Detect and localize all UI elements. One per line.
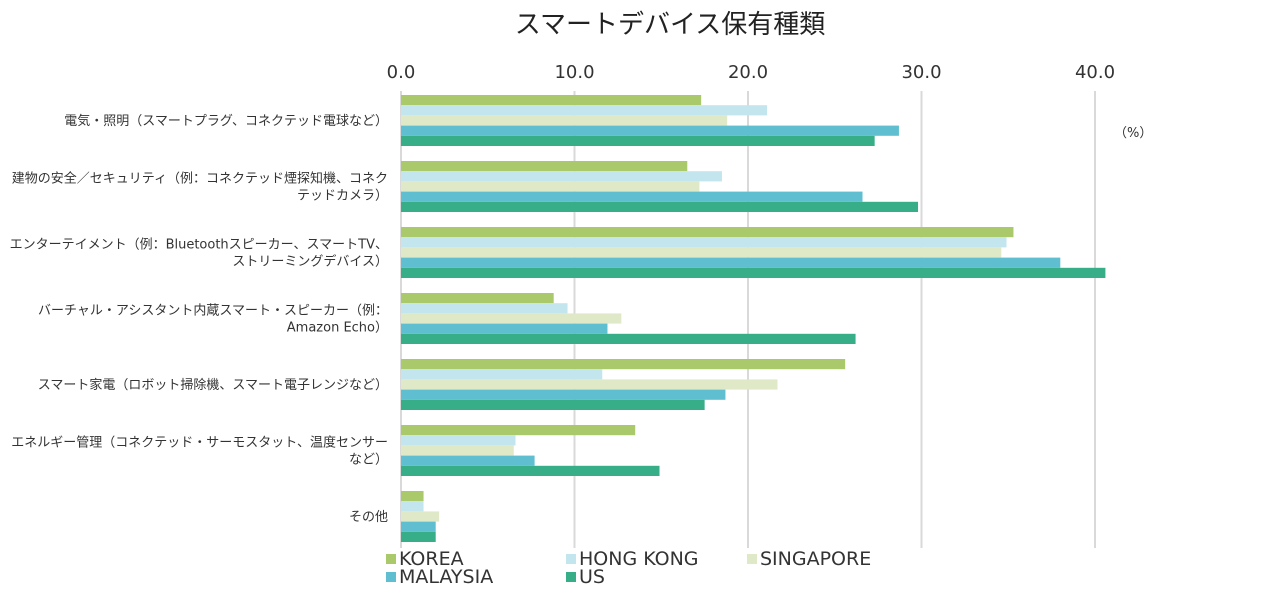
bar-singapore xyxy=(401,115,728,126)
bar-korea xyxy=(401,359,846,370)
bar-hong-kong xyxy=(401,501,424,512)
category-label: ストリーミングデバイス） xyxy=(232,254,388,270)
legend-item: SINGAPORE xyxy=(747,548,871,570)
legend-swatch xyxy=(566,572,576,582)
category-label: 建物の安全／セキュリティ（例：コネクテッド煙探知機、コネク xyxy=(12,171,388,187)
bar-korea xyxy=(401,491,424,502)
unit-label: （%） xyxy=(1114,126,1153,141)
bar-hong-kong xyxy=(401,171,722,182)
bar-us xyxy=(401,135,875,146)
legend-item: KOREA xyxy=(386,548,464,570)
legend-item: HONG KONG xyxy=(566,548,699,570)
category-label: バーチャル・アシスタント内蔵スマート・スピーカー（例： xyxy=(38,303,388,319)
legend-swatch xyxy=(386,572,396,582)
category-label: エンターテイメント（例：Bluetoothスピーカー、スマートTV、 xyxy=(10,238,388,253)
bar-malaysia xyxy=(401,257,1061,268)
legend-item: US xyxy=(566,566,605,588)
bar-singapore xyxy=(401,511,440,522)
bar-singapore xyxy=(401,445,514,456)
legend-swatch xyxy=(386,554,396,564)
bar-us xyxy=(401,201,919,212)
bar-malaysia xyxy=(401,125,899,136)
bar-hong-kong xyxy=(401,105,768,116)
category-label: Amazon Echo） xyxy=(287,321,388,336)
bar-singapore xyxy=(401,181,700,192)
bar-us xyxy=(401,267,1106,278)
bar-malaysia xyxy=(401,323,608,334)
bar-hong-kong xyxy=(401,303,568,314)
bar-us xyxy=(401,531,436,542)
chart-title: スマートデバイス保有種類 xyxy=(514,10,826,40)
category-label: エネルギー管理（コネクテッド・サーモスタット、温度センサー xyxy=(11,435,388,451)
x-tick-label: 20.0 xyxy=(728,62,768,83)
bar-malaysia xyxy=(401,191,863,202)
category-label: など） xyxy=(349,453,388,468)
x-tick-label: 30.0 xyxy=(901,62,941,83)
category-label: スマート家電（ロボット掃除機、スマート電子レンジなど） xyxy=(38,377,388,393)
bar-singapore xyxy=(401,379,778,390)
bar-korea xyxy=(401,293,554,304)
bar-us xyxy=(401,399,705,410)
legend-label: MALAYSIA xyxy=(399,566,494,588)
bar-malaysia xyxy=(401,521,436,532)
bar-korea xyxy=(401,161,688,172)
bar-singapore xyxy=(401,247,1002,258)
legend-label: US xyxy=(579,566,605,588)
bar-singapore xyxy=(401,313,622,324)
legend-label: KOREA xyxy=(399,548,464,570)
bar-hong-kong xyxy=(401,237,1007,248)
bar-us xyxy=(401,333,856,344)
category-label: テッドカメラ） xyxy=(297,189,388,204)
bar-malaysia xyxy=(401,389,726,400)
bar-hong-kong xyxy=(401,369,603,380)
x-tick-label: 0.0 xyxy=(387,62,416,83)
bar-hong-kong xyxy=(401,435,516,446)
bar-korea xyxy=(401,227,1014,238)
x-tick-label: 40.0 xyxy=(1075,62,1115,83)
legend-label: SINGAPORE xyxy=(760,548,872,570)
bar-malaysia xyxy=(401,455,535,466)
bar-korea xyxy=(401,95,702,106)
category-label: 電気・照明（スマートプラグ、コネクテッド電球など） xyxy=(64,113,388,129)
legend-label: HONG KONG xyxy=(579,548,699,570)
legend-swatch xyxy=(566,554,576,564)
x-tick-label: 10.0 xyxy=(554,62,594,83)
legend-swatch xyxy=(747,554,757,564)
bar-us xyxy=(401,465,660,476)
category-label: その他 xyxy=(349,510,388,525)
bar-korea xyxy=(401,425,636,436)
legend-item: MALAYSIA xyxy=(386,566,493,588)
